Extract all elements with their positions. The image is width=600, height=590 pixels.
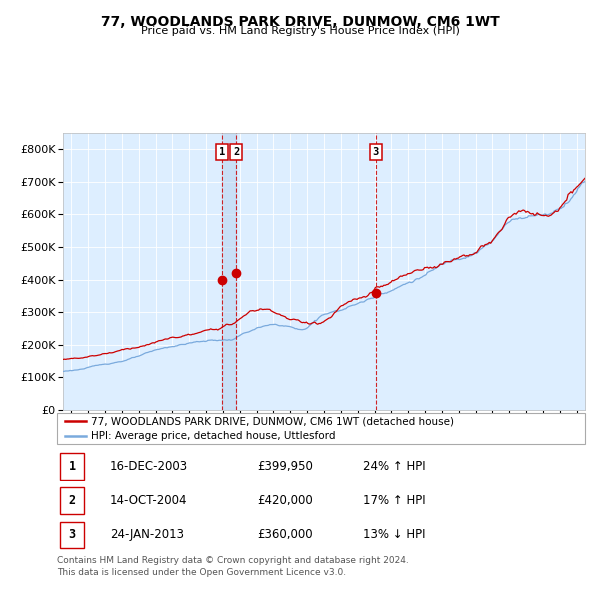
Text: 2: 2 [233,148,239,158]
Text: 16-DEC-2003: 16-DEC-2003 [110,460,188,473]
FancyBboxPatch shape [60,522,85,548]
Text: HPI: Average price, detached house, Uttlesford: HPI: Average price, detached house, Uttl… [91,431,336,441]
FancyBboxPatch shape [60,453,85,480]
FancyBboxPatch shape [60,487,85,514]
Text: 13% ↓ HPI: 13% ↓ HPI [363,528,426,541]
Text: £420,000: £420,000 [257,494,313,507]
Text: £360,000: £360,000 [257,528,313,541]
Text: 14-OCT-2004: 14-OCT-2004 [110,494,187,507]
Text: 1: 1 [219,148,226,158]
Text: This data is licensed under the Open Government Licence v3.0.: This data is licensed under the Open Gov… [57,568,346,577]
Text: 3: 3 [373,148,379,158]
Text: 2: 2 [69,494,76,507]
Text: 17% ↑ HPI: 17% ↑ HPI [363,494,426,507]
Text: Contains HM Land Registry data © Crown copyright and database right 2024.: Contains HM Land Registry data © Crown c… [57,556,409,565]
Text: £399,950: £399,950 [257,460,314,473]
Text: 3: 3 [69,528,76,541]
Text: 24-JAN-2013: 24-JAN-2013 [110,528,184,541]
Text: 77, WOODLANDS PARK DRIVE, DUNMOW, CM6 1WT: 77, WOODLANDS PARK DRIVE, DUNMOW, CM6 1W… [101,15,499,29]
Text: 24% ↑ HPI: 24% ↑ HPI [363,460,426,473]
Text: 77, WOODLANDS PARK DRIVE, DUNMOW, CM6 1WT (detached house): 77, WOODLANDS PARK DRIVE, DUNMOW, CM6 1W… [91,417,454,427]
Text: Price paid vs. HM Land Registry's House Price Index (HPI): Price paid vs. HM Land Registry's House … [140,26,460,36]
Bar [222,133,236,410]
FancyBboxPatch shape [57,413,585,444]
Text: 1: 1 [69,460,76,473]
